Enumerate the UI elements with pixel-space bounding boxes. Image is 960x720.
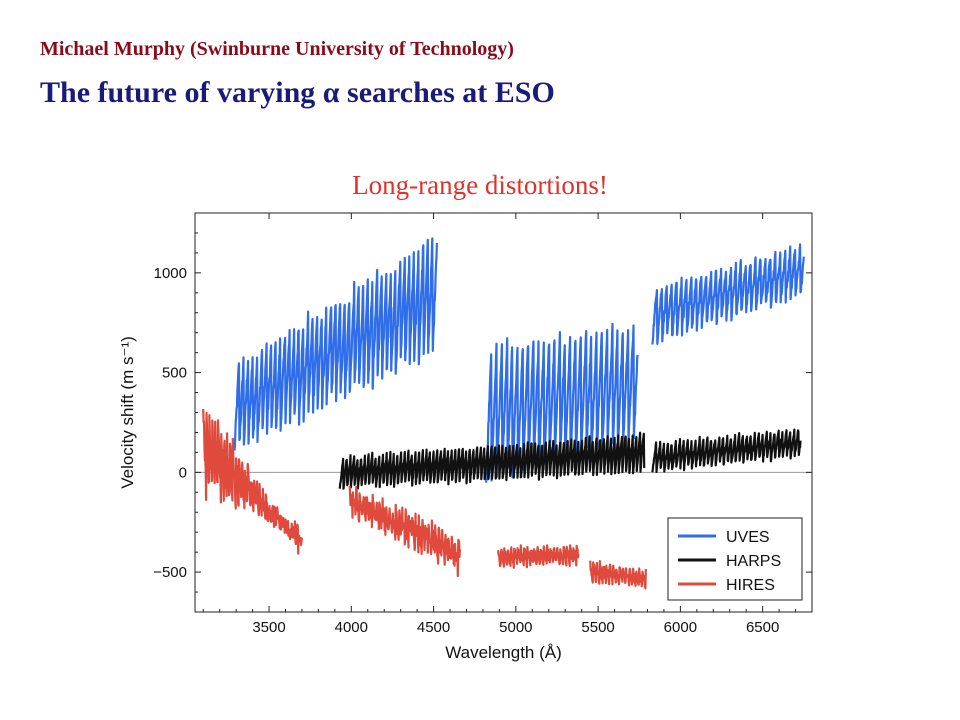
legend-label-hires: HIRES [726,577,775,594]
chart-title: Long-range distortions! [352,170,608,200]
x-tick-label: 3500 [252,619,285,636]
slide-title: The future of varying α searches at ESO [40,76,555,109]
hires-segment-3 [496,544,580,569]
uves-segment-3 [651,243,805,345]
y-tick-label: 500 [162,365,187,382]
hires-segment-4 [588,559,647,590]
x-tick-label: 5500 [581,619,614,636]
hires-series [202,408,647,590]
y-tick-label: 1000 [154,265,187,282]
x-tick-label: 4500 [417,619,450,636]
hires-segment-2 [348,485,461,578]
uves-series [233,237,805,483]
harps-segment-1 [338,431,646,490]
x-tick-label: 6500 [746,619,779,636]
legend-label-harps: HARPS [726,553,781,570]
x-axis-ticks: 3500 4000 4500 5000 5500 6000 6500 [202,213,813,636]
y-tick-label: −500 [153,564,187,581]
y-axis-ticks: −500 0 500 1000 [153,232,812,593]
x-axis-title: Wavelength (Å) [445,643,562,662]
x-tick-label: 6000 [664,619,697,636]
x-tick-label: 5000 [499,619,532,636]
author-line: Michael Murphy (Swinburne University of … [40,38,514,60]
harps-segment-2 [651,428,802,473]
y-tick-label: 0 [179,464,187,481]
harps-series [338,428,802,490]
legend: UVES HARPS HIRES [667,517,803,601]
uves-segment-2 [485,322,639,483]
legend-label-uves: UVES [726,529,770,546]
x-tick-label: 4000 [335,619,368,636]
uves-segment-1 [233,237,438,451]
y-axis-title: Velocity shift (m s⁻¹) [118,336,137,489]
hires-segment-1 [202,408,303,555]
series-layer [202,237,805,590]
